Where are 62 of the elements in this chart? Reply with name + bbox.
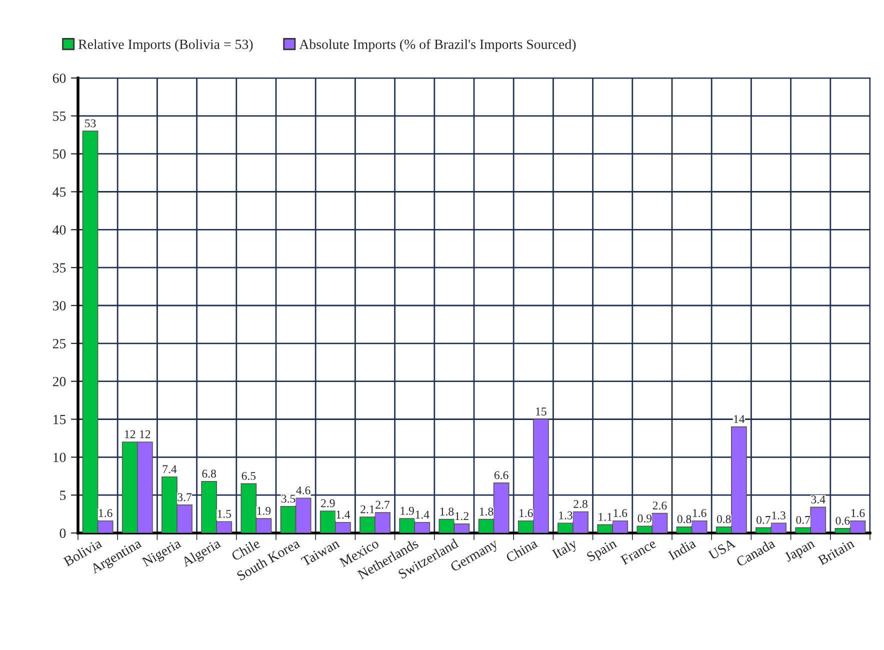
data-label: 3.5	[281, 494, 296, 503]
legend-label: Absolute Imports (% of Brazil's Imports Sourced)	[299, 39, 576, 52]
y-tick-label: 40	[52, 225, 66, 235]
data-label: 0.7	[796, 516, 810, 524]
data-label: 0.9	[638, 514, 652, 522]
data-label: 7.4	[162, 465, 177, 474]
x-tick-label: USA	[708, 538, 736, 560]
data-label: 1.6	[520, 509, 533, 518]
x-tick-label: France	[620, 538, 657, 566]
data-label: 0.7	[756, 516, 771, 524]
data-label: 0.6	[836, 516, 850, 525]
data-label: 14	[734, 415, 745, 423]
data-label: 1.4	[336, 510, 350, 519]
data-label: 12	[125, 430, 136, 438]
data-label: 1.1	[598, 512, 612, 521]
data-label: 1.4	[416, 510, 430, 519]
data-label: 1.6	[614, 509, 628, 518]
data-label: 1.3	[772, 511, 786, 520]
y-tick-label: 60	[52, 74, 66, 83]
data-label: 1.2	[455, 512, 468, 520]
y-tick-label: 25	[52, 339, 66, 348]
data-label: 1.6	[692, 509, 706, 518]
x-tick-label: Japan	[784, 538, 817, 564]
data-label: 6.5	[242, 472, 256, 480]
x-tick-label: Italy	[551, 538, 580, 562]
y-tick-label: 55	[53, 112, 66, 121]
data-label: 4.6	[296, 486, 310, 494]
data-label: 6.8	[202, 470, 216, 478]
y-tick-label: 0	[60, 528, 66, 538]
data-label: 2.1	[360, 505, 374, 514]
x-tick-label: Spain	[586, 538, 619, 564]
data-label: 1.9	[257, 506, 271, 515]
data-label: 12	[140, 430, 150, 438]
y-tick-label: 10	[54, 452, 66, 462]
data-label: 1.3	[559, 511, 572, 520]
y-tick-label: 35	[52, 263, 66, 273]
data-label: 2.9	[321, 499, 335, 508]
y-tick-label: 5	[60, 490, 66, 500]
data-label: 0.8	[677, 515, 692, 524]
data-label: 15	[536, 408, 546, 416]
x-tick-label: India	[668, 538, 697, 560]
y-tick-label: 30	[52, 301, 66, 310]
legend-label: Relative Imports (Bolivia = 53)	[78, 39, 253, 52]
data-label: 2.6	[652, 502, 667, 510]
data-label: 53	[85, 119, 96, 128]
data-label: 6.6	[494, 471, 508, 480]
data-label: 3.7	[178, 493, 192, 502]
data-label: 1.6	[98, 509, 112, 518]
data-label: 1.9	[400, 506, 414, 515]
y-tick-label: 15	[54, 414, 66, 424]
x-tick-label: China	[505, 538, 538, 563]
data-label: 2.7	[376, 500, 390, 509]
y-tick-label: 20	[52, 376, 66, 386]
data-label: 1.8	[480, 508, 494, 516]
y-tick-label: 45	[52, 187, 66, 197]
data-label: 1.5	[218, 510, 232, 518]
data-label: 2.8	[574, 500, 588, 508]
data-label: 0.8	[716, 515, 731, 524]
data-label: 3.4	[811, 495, 826, 504]
y-tick-label: 50	[53, 149, 66, 159]
data-label: 1.6	[851, 509, 865, 518]
data-label: 1.8	[440, 508, 454, 516]
